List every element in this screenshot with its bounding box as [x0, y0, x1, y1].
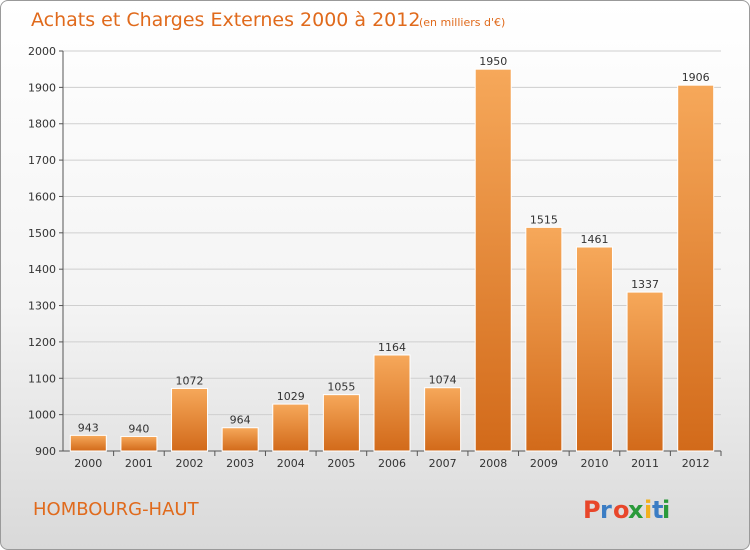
- ytick-label: 1400: [28, 263, 56, 276]
- ytick-label: 1700: [28, 154, 56, 167]
- xtick-label-2009: 2009: [530, 457, 558, 470]
- logo-letter: i: [644, 496, 652, 524]
- bar-2011: [626, 291, 664, 452]
- logo-letter: t: [652, 496, 663, 524]
- logo-letter: i: [662, 496, 670, 524]
- value-label-2007: 1074: [429, 374, 457, 387]
- xtick-label-2012: 2012: [682, 457, 710, 470]
- xtick-label-2002: 2002: [176, 457, 204, 470]
- xtick-label-2004: 2004: [277, 457, 305, 470]
- xtick-label-2011: 2011: [631, 457, 659, 470]
- value-label-2006: 1164: [378, 341, 406, 354]
- value-label-2009: 1515: [530, 213, 558, 226]
- bar-2010: [575, 246, 613, 452]
- ytick-label: 1600: [28, 190, 56, 203]
- xtick-label-2006: 2006: [378, 457, 406, 470]
- value-label-2003: 964: [230, 414, 251, 427]
- value-label-2008: 1950: [479, 55, 507, 68]
- commune-name: HOMBOURG-HAUT: [33, 499, 200, 520]
- chart-title: Achats et Charges Externes 2000 à 2012: [31, 9, 420, 31]
- ytick-label: 2000: [28, 45, 56, 58]
- logo-letter: o: [613, 496, 630, 524]
- logo-letter: x: [628, 496, 644, 524]
- value-label-2012: 1906: [682, 71, 710, 84]
- bar-2001: [120, 435, 158, 452]
- xtick-label-2000: 2000: [74, 457, 102, 470]
- logo-letter: r: [600, 496, 612, 524]
- logo-letter: P: [583, 496, 601, 524]
- bar-2009: [525, 226, 563, 452]
- ytick-label: 1500: [28, 227, 56, 240]
- chart-unit: (en milliers d'€): [419, 16, 505, 29]
- ytick-label: 1100: [28, 372, 56, 385]
- value-label-2004: 1029: [277, 390, 305, 403]
- value-label-2011: 1337: [631, 278, 659, 291]
- ytick-label: 1000: [28, 409, 56, 422]
- value-label-2001: 940: [128, 422, 149, 435]
- ytick-label: 1200: [28, 336, 56, 349]
- bar-2005: [322, 394, 360, 452]
- ytick-label: 1300: [28, 300, 56, 313]
- bar-2007: [424, 387, 462, 452]
- value-label-2005: 1055: [327, 381, 355, 394]
- data-labels: 943 940 1072 964 1029 1055 1164 1074 1950 1515 146…: [78, 55, 710, 435]
- xtick-label-2005: 2005: [327, 457, 355, 470]
- ytick-label: 900: [35, 445, 56, 458]
- bar-2006: [373, 354, 411, 452]
- ytick-label: 1900: [28, 81, 56, 94]
- xtick-label-2007: 2007: [429, 457, 457, 470]
- bar-2012: [677, 84, 715, 452]
- bar-2004: [272, 403, 310, 452]
- value-label-2002: 1072: [176, 374, 204, 387]
- ytick-label: 1800: [28, 118, 56, 131]
- bar-2000: [69, 434, 107, 452]
- value-label-2000: 943: [78, 421, 99, 434]
- axes: 900 1000 1100 1200 1300 1400 1500 1600 1700 1800 1…: [28, 45, 722, 470]
- bar-2008: [474, 68, 512, 452]
- xtick-label-2008: 2008: [479, 457, 507, 470]
- xtick-label-2010: 2010: [580, 457, 608, 470]
- xtick-label-2003: 2003: [226, 457, 254, 470]
- bar-2002: [171, 387, 209, 452]
- bar-2003: [221, 427, 259, 452]
- value-label-2010: 1461: [580, 233, 608, 246]
- bars: [69, 68, 715, 452]
- xtick-label-2001: 2001: [125, 457, 153, 470]
